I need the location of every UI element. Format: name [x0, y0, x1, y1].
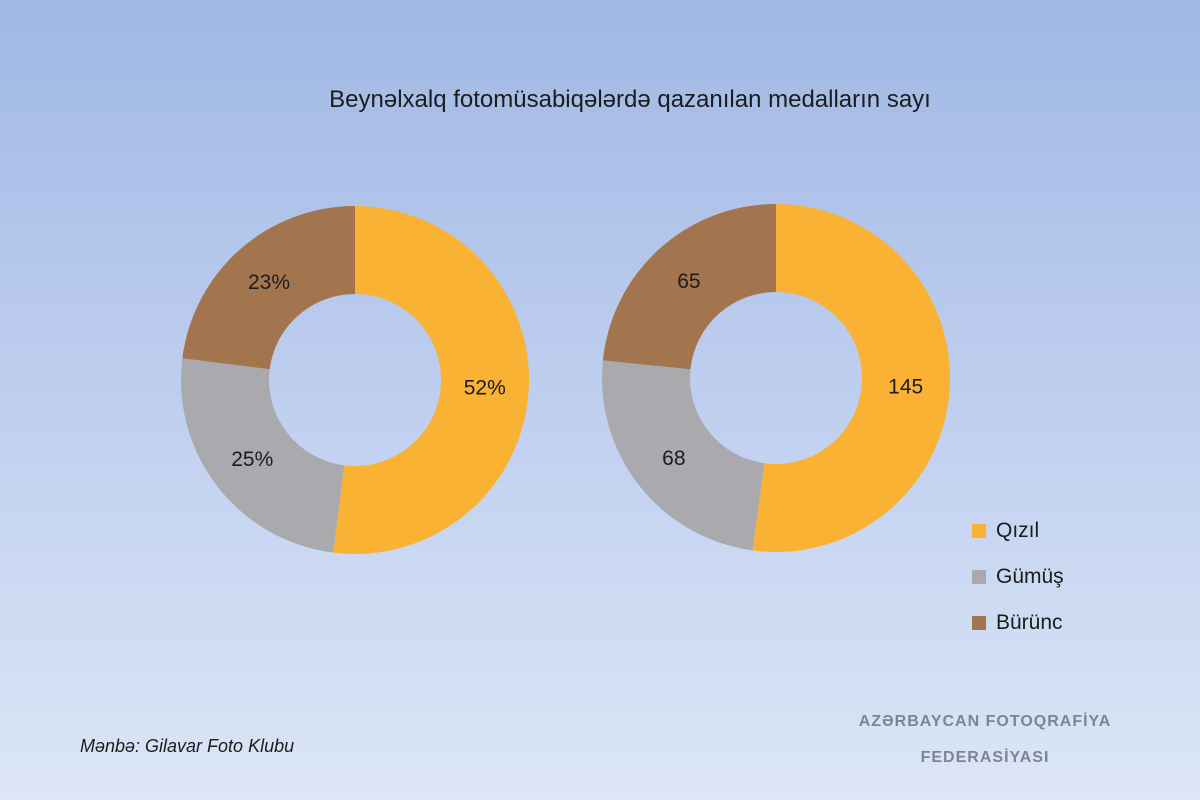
donut-1-label-burunc: 23% — [248, 271, 290, 294]
donut-1-label-gumus: 25% — [231, 448, 273, 471]
donut-2-label-gumus: 68 — [662, 447, 685, 470]
source-note: Mənbə: Gilavar Foto Klubu — [80, 736, 295, 756]
legend-label-burunc: Bürünc — [996, 611, 1063, 634]
legend-swatch-qizil — [972, 524, 986, 538]
legend-item-burunc: Bürünc — [972, 600, 1064, 646]
legend: Qızıl Gümüş Bürünc — [972, 508, 1064, 646]
donut-2-slice-gumus — [602, 360, 765, 551]
donut-1-label-qizil: 52% — [464, 377, 506, 400]
donut-1-slice-burunc — [182, 206, 355, 370]
organization-line-2: FEDERASİYASI — [920, 749, 1050, 766]
donut-1-slice-gumus — [181, 358, 345, 553]
donut-2-slice-burunc — [602, 204, 776, 370]
organization-name: AZƏRBAYCAN FOTOQRAFİYA FEDERASİYASI — [820, 704, 1150, 776]
donut-2-label-burunc: 65 — [677, 270, 700, 293]
legend-item-gumus: Gümüş — [972, 554, 1064, 600]
donut-2-slice-qizil — [752, 204, 951, 553]
donut-2-label-qizil: 145 — [888, 375, 923, 398]
chart-title: Beynəlxalq fotomüsabiqələrdə qazanılan m… — [329, 86, 931, 113]
legend-swatch-burunc — [972, 616, 986, 630]
legend-item-qizil: Qızıl — [972, 508, 1064, 554]
legend-swatch-gumus — [972, 570, 986, 584]
donut-1-slice-qizil — [333, 206, 530, 554]
legend-label-gumus: Gümüş — [996, 565, 1064, 588]
legend-label-qizil: Qızıl — [996, 519, 1040, 542]
organization-line-1: AZƏRBAYCAN FOTOQRAFİYA — [858, 713, 1112, 730]
